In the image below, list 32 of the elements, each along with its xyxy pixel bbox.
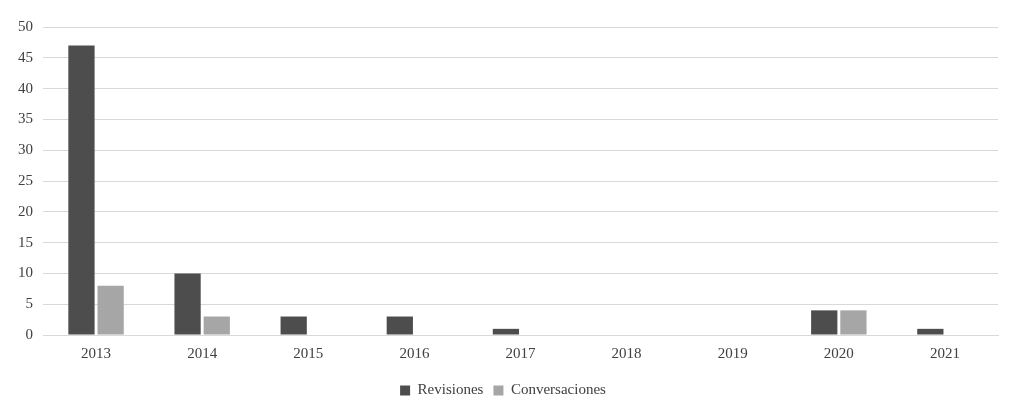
x-tick-label: 2016 — [399, 344, 430, 361]
x-tick-label: 2020 — [823, 344, 854, 361]
bar — [174, 273, 201, 335]
y-tick-label: 5 — [25, 295, 33, 312]
x-tick-label: 2018 — [611, 344, 642, 361]
bar — [492, 328, 520, 335]
y-tick-label: 45 — [18, 48, 33, 65]
bar — [840, 310, 867, 335]
legend-label: Conversaciones — [510, 381, 607, 398]
y-tick-label: 15 — [18, 233, 33, 250]
bar — [203, 316, 230, 335]
bar — [280, 316, 307, 335]
y-tick-label: 25 — [18, 171, 33, 188]
y-tick-label: 10 — [18, 264, 33, 281]
y-tick-label: 35 — [18, 110, 33, 127]
x-tick-label: 2021 — [929, 344, 960, 361]
bar — [97, 285, 124, 335]
y-tick-label: 40 — [18, 79, 33, 96]
x-tick-label: 2013 — [81, 344, 112, 361]
y-tick-label: 50 — [18, 17, 33, 34]
bar — [917, 328, 944, 335]
y-tick-label: 20 — [18, 202, 33, 219]
bar — [811, 310, 838, 335]
x-tick-label: 2015 — [293, 344, 324, 361]
legend-label: Revisiones — [417, 381, 484, 398]
bar — [68, 45, 95, 335]
bar — [386, 316, 413, 335]
x-tick-label: 2017 — [505, 344, 536, 361]
x-tick-label: 2019 — [717, 344, 748, 361]
y-tick-label: 0 — [25, 325, 33, 342]
x-tick-label: 2014 — [187, 344, 218, 361]
y-tick-label: 30 — [18, 141, 33, 158]
